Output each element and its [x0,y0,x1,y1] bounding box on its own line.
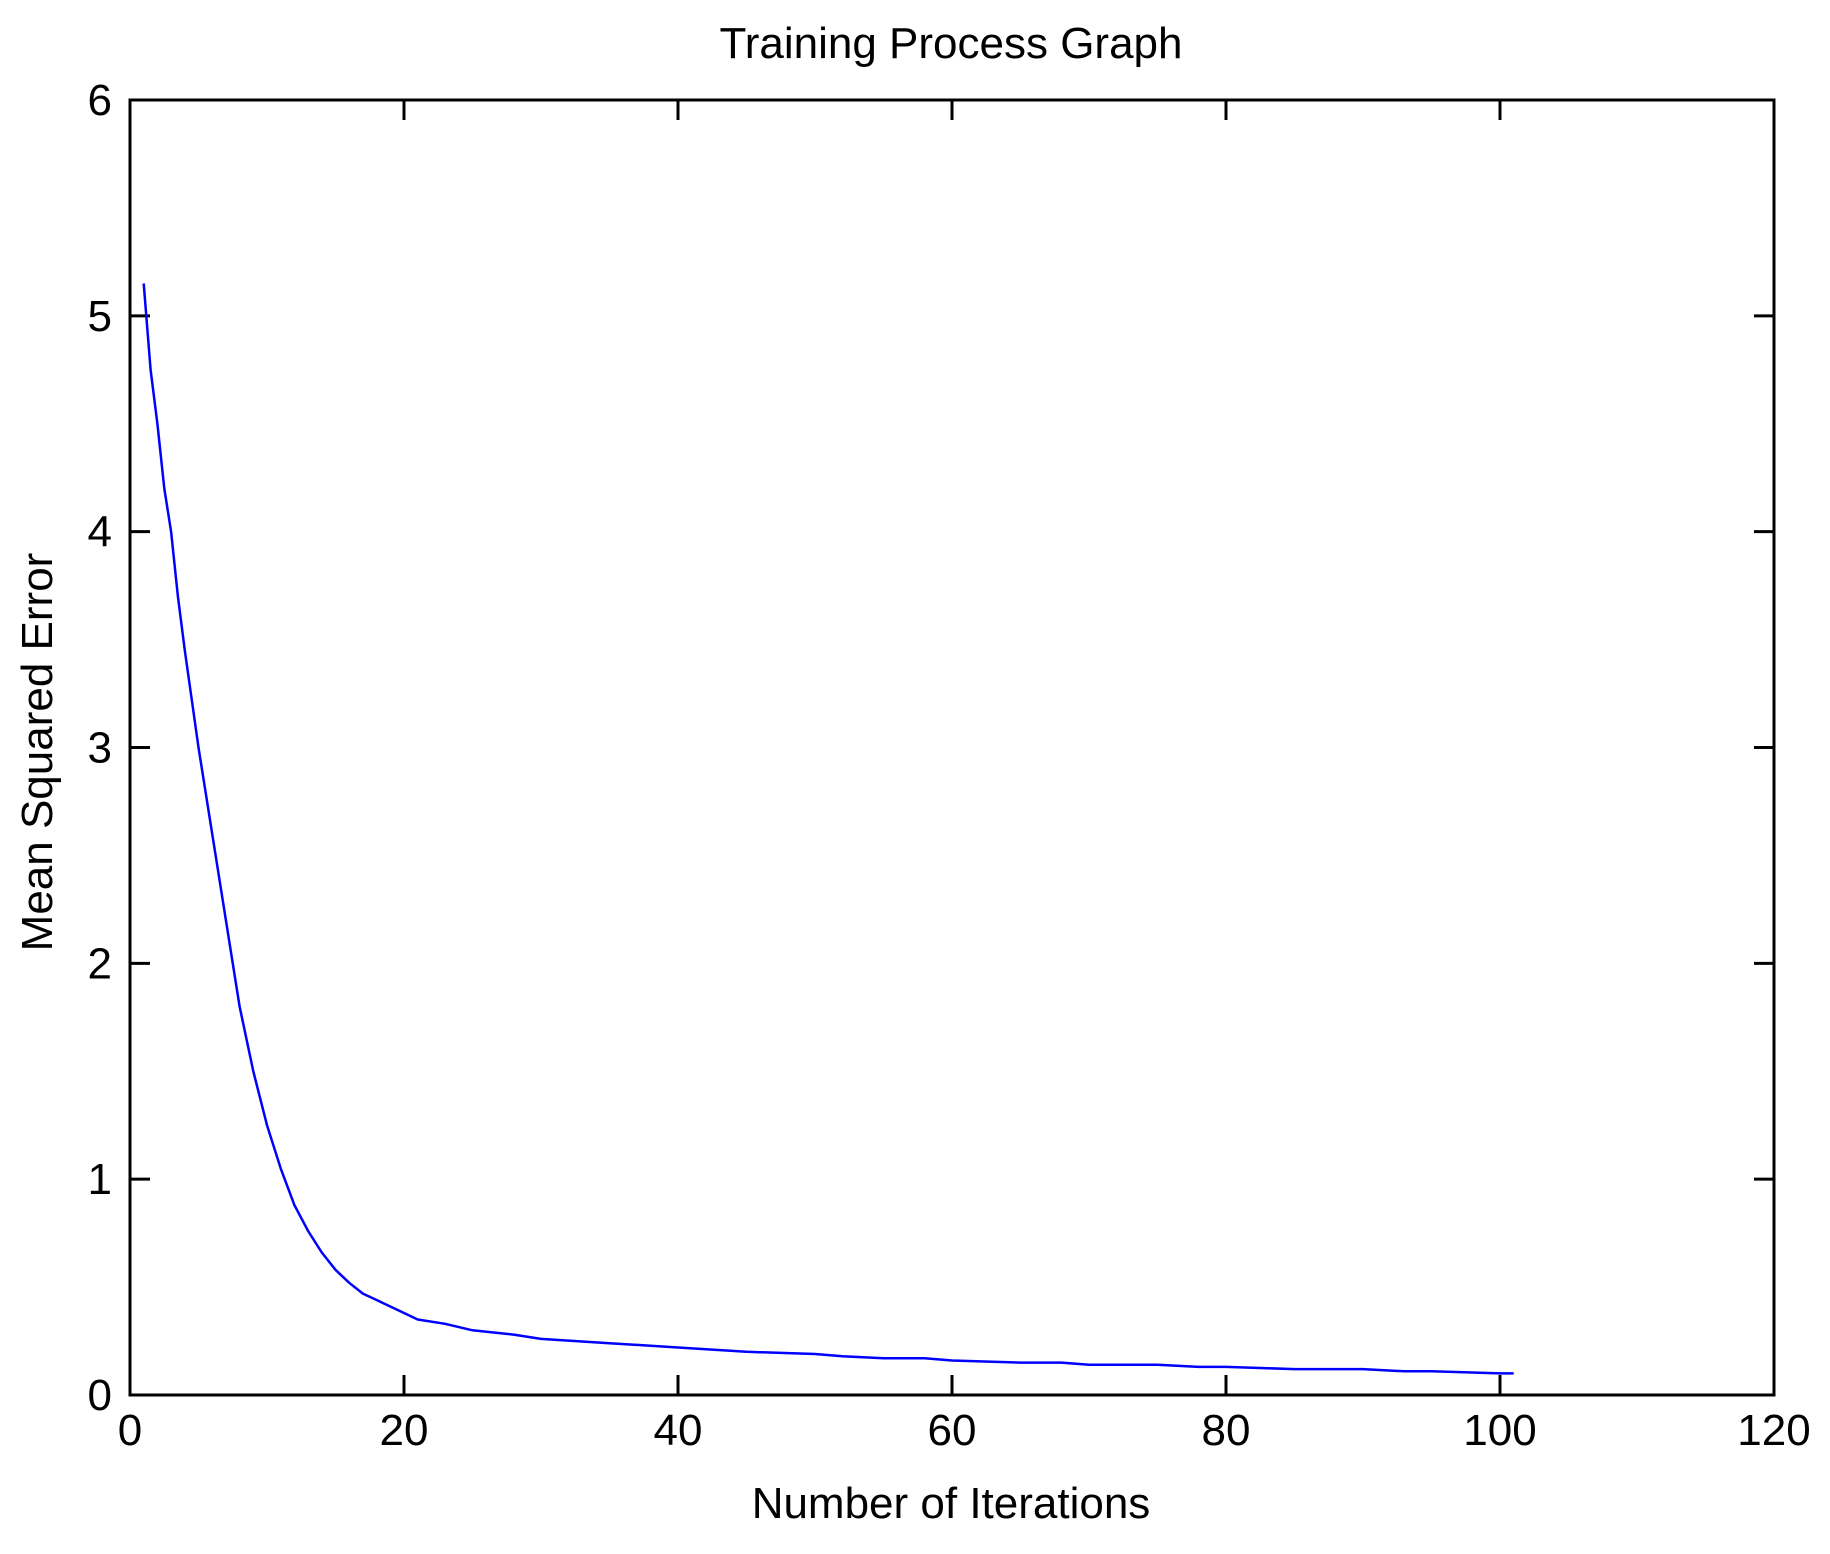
chart-title: Training Process Graph [719,19,1182,68]
x-tick-label: 100 [1463,1406,1536,1455]
x-tick-label: 80 [1202,1406,1251,1455]
y-tick-label: 2 [88,939,112,988]
axis-ticks: 0 20 40 60 80 100 120 0 1 2 3 4 5 6 [88,76,1811,1455]
y-tick-label: 3 [88,724,112,773]
series-line [142,283,1514,1375]
y-tick-label: 4 [88,508,112,557]
y-tick-label: 1 [88,1155,112,1204]
x-tick-label: 20 [380,1406,429,1455]
y-axis-label: Mean Squared Error [13,553,62,952]
y-tick-label: 0 [88,1371,112,1420]
series-layer [142,283,1514,1375]
x-tick-label: 60 [928,1406,977,1455]
y-tick-label: 5 [88,292,112,341]
x-axis-label: Number of Iterations [752,1479,1151,1528]
x-tick-label: 120 [1737,1406,1810,1455]
x-tick-label: 0 [118,1406,142,1455]
plot-frame [128,98,1776,1397]
x-tick-label: 40 [654,1406,703,1455]
y-tick-label: 6 [88,76,112,125]
